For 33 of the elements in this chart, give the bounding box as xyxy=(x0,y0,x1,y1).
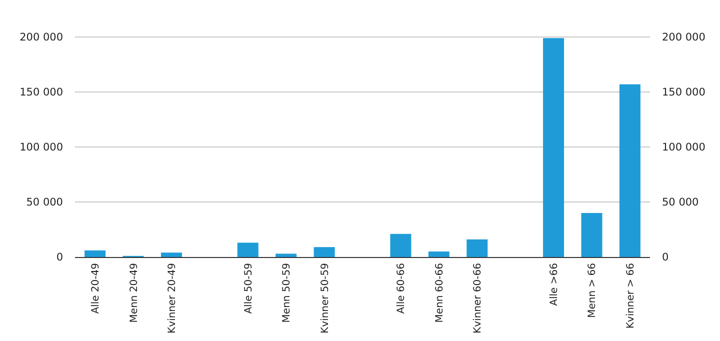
y-tick-label: 150 000 xyxy=(20,86,63,99)
x-tick-label: Menn 50-59 xyxy=(282,263,293,323)
x-tick-label: Kvinner 20-49 xyxy=(166,263,178,334)
x-tick-label: Kvinner 50-59 xyxy=(320,263,331,334)
bar xyxy=(390,234,412,257)
x-tick-label: Menn 60-66 xyxy=(434,263,446,323)
y-tick-label: 200 000 xyxy=(20,32,63,44)
x-tick-label: Kvinner 60-66 xyxy=(472,263,484,334)
bar xyxy=(619,84,640,257)
y-tick-label: 0 xyxy=(56,252,63,264)
bar xyxy=(160,252,182,257)
y2-tick-label: 0 xyxy=(662,252,669,264)
bar xyxy=(276,254,297,257)
y-tick-label: 50 000 xyxy=(26,196,63,209)
x-tick-label: Alle 20-49 xyxy=(90,263,102,314)
bar xyxy=(314,247,335,257)
y2-tick-label: 200 000 xyxy=(662,32,706,44)
bar xyxy=(581,213,602,257)
x-tick-label: Alle 60-66 xyxy=(396,263,408,314)
y2-tick-label: 50 000 xyxy=(662,196,699,209)
y2-tick-label: 100 000 xyxy=(662,142,706,154)
x-tick-label: Alle >66 xyxy=(549,263,560,306)
y-tick-label: 100 000 xyxy=(20,142,63,154)
bar xyxy=(237,242,258,257)
bar xyxy=(84,250,106,257)
x-tick-label: Alle 50-59 xyxy=(243,263,254,314)
bar xyxy=(428,252,450,257)
x-tick-label: Menn 20-49 xyxy=(128,263,140,323)
x-tick-label: Menn > 66 xyxy=(587,263,598,318)
y2-tick-label: 150 000 xyxy=(662,86,706,99)
bar xyxy=(466,239,488,257)
bar xyxy=(543,38,564,257)
x-tick-label: Kvinner > 66 xyxy=(625,263,636,329)
